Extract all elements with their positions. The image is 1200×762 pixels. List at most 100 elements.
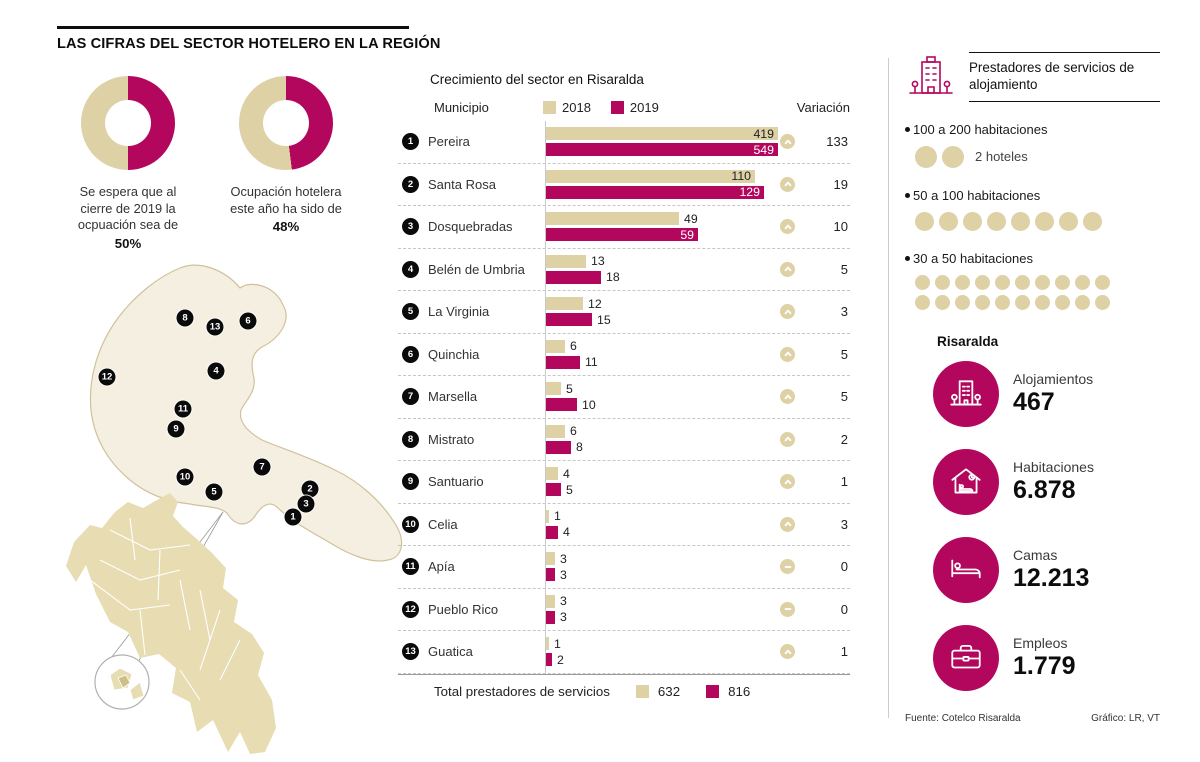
- risaralda-shape: [89, 264, 403, 562]
- bar-2019[interactable]: 4: [546, 525, 570, 539]
- bar-group: 4 5: [545, 461, 780, 503]
- hotel-dots: [905, 211, 1120, 231]
- hotel-dot: [995, 274, 1010, 290]
- map-marker[interactable]: 7: [253, 458, 271, 476]
- donut-chart-current-occupancy[interactable]: [239, 76, 333, 170]
- variation-value: 10: [833, 219, 848, 235]
- bar-group: 3 3: [545, 546, 780, 588]
- hotel-dot: [1059, 211, 1078, 231]
- variation-cell: 2: [780, 431, 850, 447]
- hotel-dot: [1015, 294, 1030, 310]
- map-marker[interactable]: 5: [205, 483, 223, 501]
- map-marker[interactable]: 10: [176, 468, 194, 486]
- table-row: 3 Dosquebradas 49 59 10: [398, 206, 850, 249]
- map-marker[interactable]: 11: [174, 400, 192, 418]
- row-number-badge: 7: [402, 388, 419, 406]
- table-row: 5 La Virginia 12 15 3: [398, 291, 850, 334]
- bar-2018[interactable]: 6: [546, 424, 577, 438]
- map-svg: [66, 264, 403, 754]
- variation-cell: 5: [780, 346, 850, 362]
- size-groups: 100 a 200 habitaciones 2 hoteles 50 a 10…: [905, 122, 1160, 310]
- bar-2018[interactable]: 3: [546, 552, 567, 566]
- map-marker[interactable]: 8: [176, 309, 194, 327]
- donut-caption: Se espera que al cierre de 2019 la ocpua…: [62, 184, 194, 252]
- bar-group: 12 15: [545, 291, 780, 333]
- stats-list: Alojamientos 467 Habitaciones 6.878 Cama…: [905, 360, 1160, 691]
- map-marker[interactable]: 13: [206, 318, 224, 336]
- bar-2019[interactable]: 3: [546, 568, 567, 582]
- bar-2019[interactable]: 129: [546, 185, 764, 199]
- growth-chart: Crecimiento del sector en Risaralda Muni…: [398, 72, 850, 708]
- variation-cell: 133: [780, 134, 850, 150]
- hotel-dot: [915, 294, 930, 310]
- hotel-dots: 2 hoteles: [905, 145, 1120, 168]
- bar-2019[interactable]: 10: [546, 398, 596, 412]
- municipality-name: Pueblo Rico: [428, 601, 499, 617]
- legend-label-2019: 2019: [629, 100, 659, 115]
- size-group-label: 30 a 50 habitaciones: [905, 251, 1160, 266]
- hotel-dot: [995, 294, 1010, 310]
- hotel-dot: [1075, 294, 1090, 310]
- table-row: 10 Celia 1 4 3: [398, 503, 850, 546]
- stat-text: Empleos 1.779: [1013, 635, 1076, 681]
- size-group: 50 a 100 habitaciones: [905, 188, 1160, 231]
- risaralda-map: 1 2 3 4 5 6 7 8 9 10 11 12 13: [40, 250, 420, 762]
- bar-2018[interactable]: 1: [546, 637, 561, 651]
- variation-value: 0: [840, 559, 848, 575]
- variation-value: 3: [840, 516, 848, 532]
- hotel-dot: [915, 211, 934, 231]
- table-row: 7 Marsella 5 10 5: [398, 376, 850, 419]
- bar-2019[interactable]: 5: [546, 483, 573, 497]
- variation-value: 1: [840, 474, 848, 490]
- map-marker[interactable]: 6: [239, 312, 257, 330]
- hotel-dot: [975, 294, 990, 310]
- bar-2018[interactable]: 12: [546, 297, 602, 311]
- variation-cell: 0: [780, 559, 850, 575]
- legend-swatch-2018: [543, 101, 556, 114]
- bar-2018[interactable]: 49: [546, 212, 698, 226]
- bar-group: 110 129: [545, 163, 780, 205]
- hotel-dot: [955, 274, 970, 290]
- bar-2019[interactable]: 15: [546, 313, 611, 327]
- bar-2019[interactable]: 18: [546, 270, 620, 284]
- bar-2018[interactable]: 419: [546, 127, 778, 141]
- donut-chart-expected-occupancy[interactable]: [81, 76, 175, 170]
- bar-2019[interactable]: 3: [546, 610, 567, 624]
- bar-2018[interactable]: 110: [546, 169, 755, 183]
- row-number-badge: 9: [402, 473, 419, 491]
- hotel-dot: [1095, 294, 1110, 310]
- magnifier-lens: [94, 654, 150, 710]
- bar-2019[interactable]: 11: [546, 355, 598, 369]
- map-marker[interactable]: 9: [167, 420, 185, 438]
- bar-2018[interactable]: 1: [546, 509, 561, 523]
- bar-2019[interactable]: 2: [546, 653, 564, 667]
- bar-group: 6 8: [545, 418, 780, 460]
- total-label: Total prestadores de servicios: [434, 683, 610, 699]
- stat-item: Habitaciones 6.878: [933, 448, 1160, 515]
- bar-2018[interactable]: 3: [546, 594, 567, 608]
- map-marker[interactable]: 4: [207, 362, 225, 380]
- map-marker[interactable]: 2: [301, 480, 319, 498]
- bar-2018[interactable]: 5: [546, 382, 573, 396]
- bar-2018[interactable]: 4: [546, 467, 570, 481]
- map-marker[interactable]: 1: [284, 508, 302, 526]
- donut-caption-text: Se espera que al cierre de 2019 la ocpua…: [77, 184, 179, 233]
- table-row: 13 Guatica 1 2 1: [398, 631, 850, 674]
- map-marker[interactable]: 3: [297, 495, 315, 513]
- hotel-building-icon: [905, 53, 957, 101]
- vertical-divider: [888, 58, 889, 718]
- variation-value: 19: [833, 176, 848, 192]
- variation-cell: 19: [780, 176, 850, 192]
- municipality-name: Apía: [428, 559, 455, 575]
- bar-2019[interactable]: 59: [546, 228, 698, 242]
- donut-value: 50%: [114, 235, 142, 251]
- bar-2019[interactable]: 549: [546, 143, 778, 157]
- municipality-name: Santa Rosa: [428, 176, 496, 192]
- bar-2018[interactable]: 13: [546, 254, 605, 268]
- bar-2019[interactable]: 8: [546, 440, 583, 454]
- total-swatch-2019: [706, 684, 720, 698]
- map-marker[interactable]: 12: [98, 368, 116, 386]
- bar-2018[interactable]: 6: [546, 339, 577, 353]
- arrow-up-icon: [780, 431, 795, 447]
- row-number-badge: 3: [402, 218, 419, 236]
